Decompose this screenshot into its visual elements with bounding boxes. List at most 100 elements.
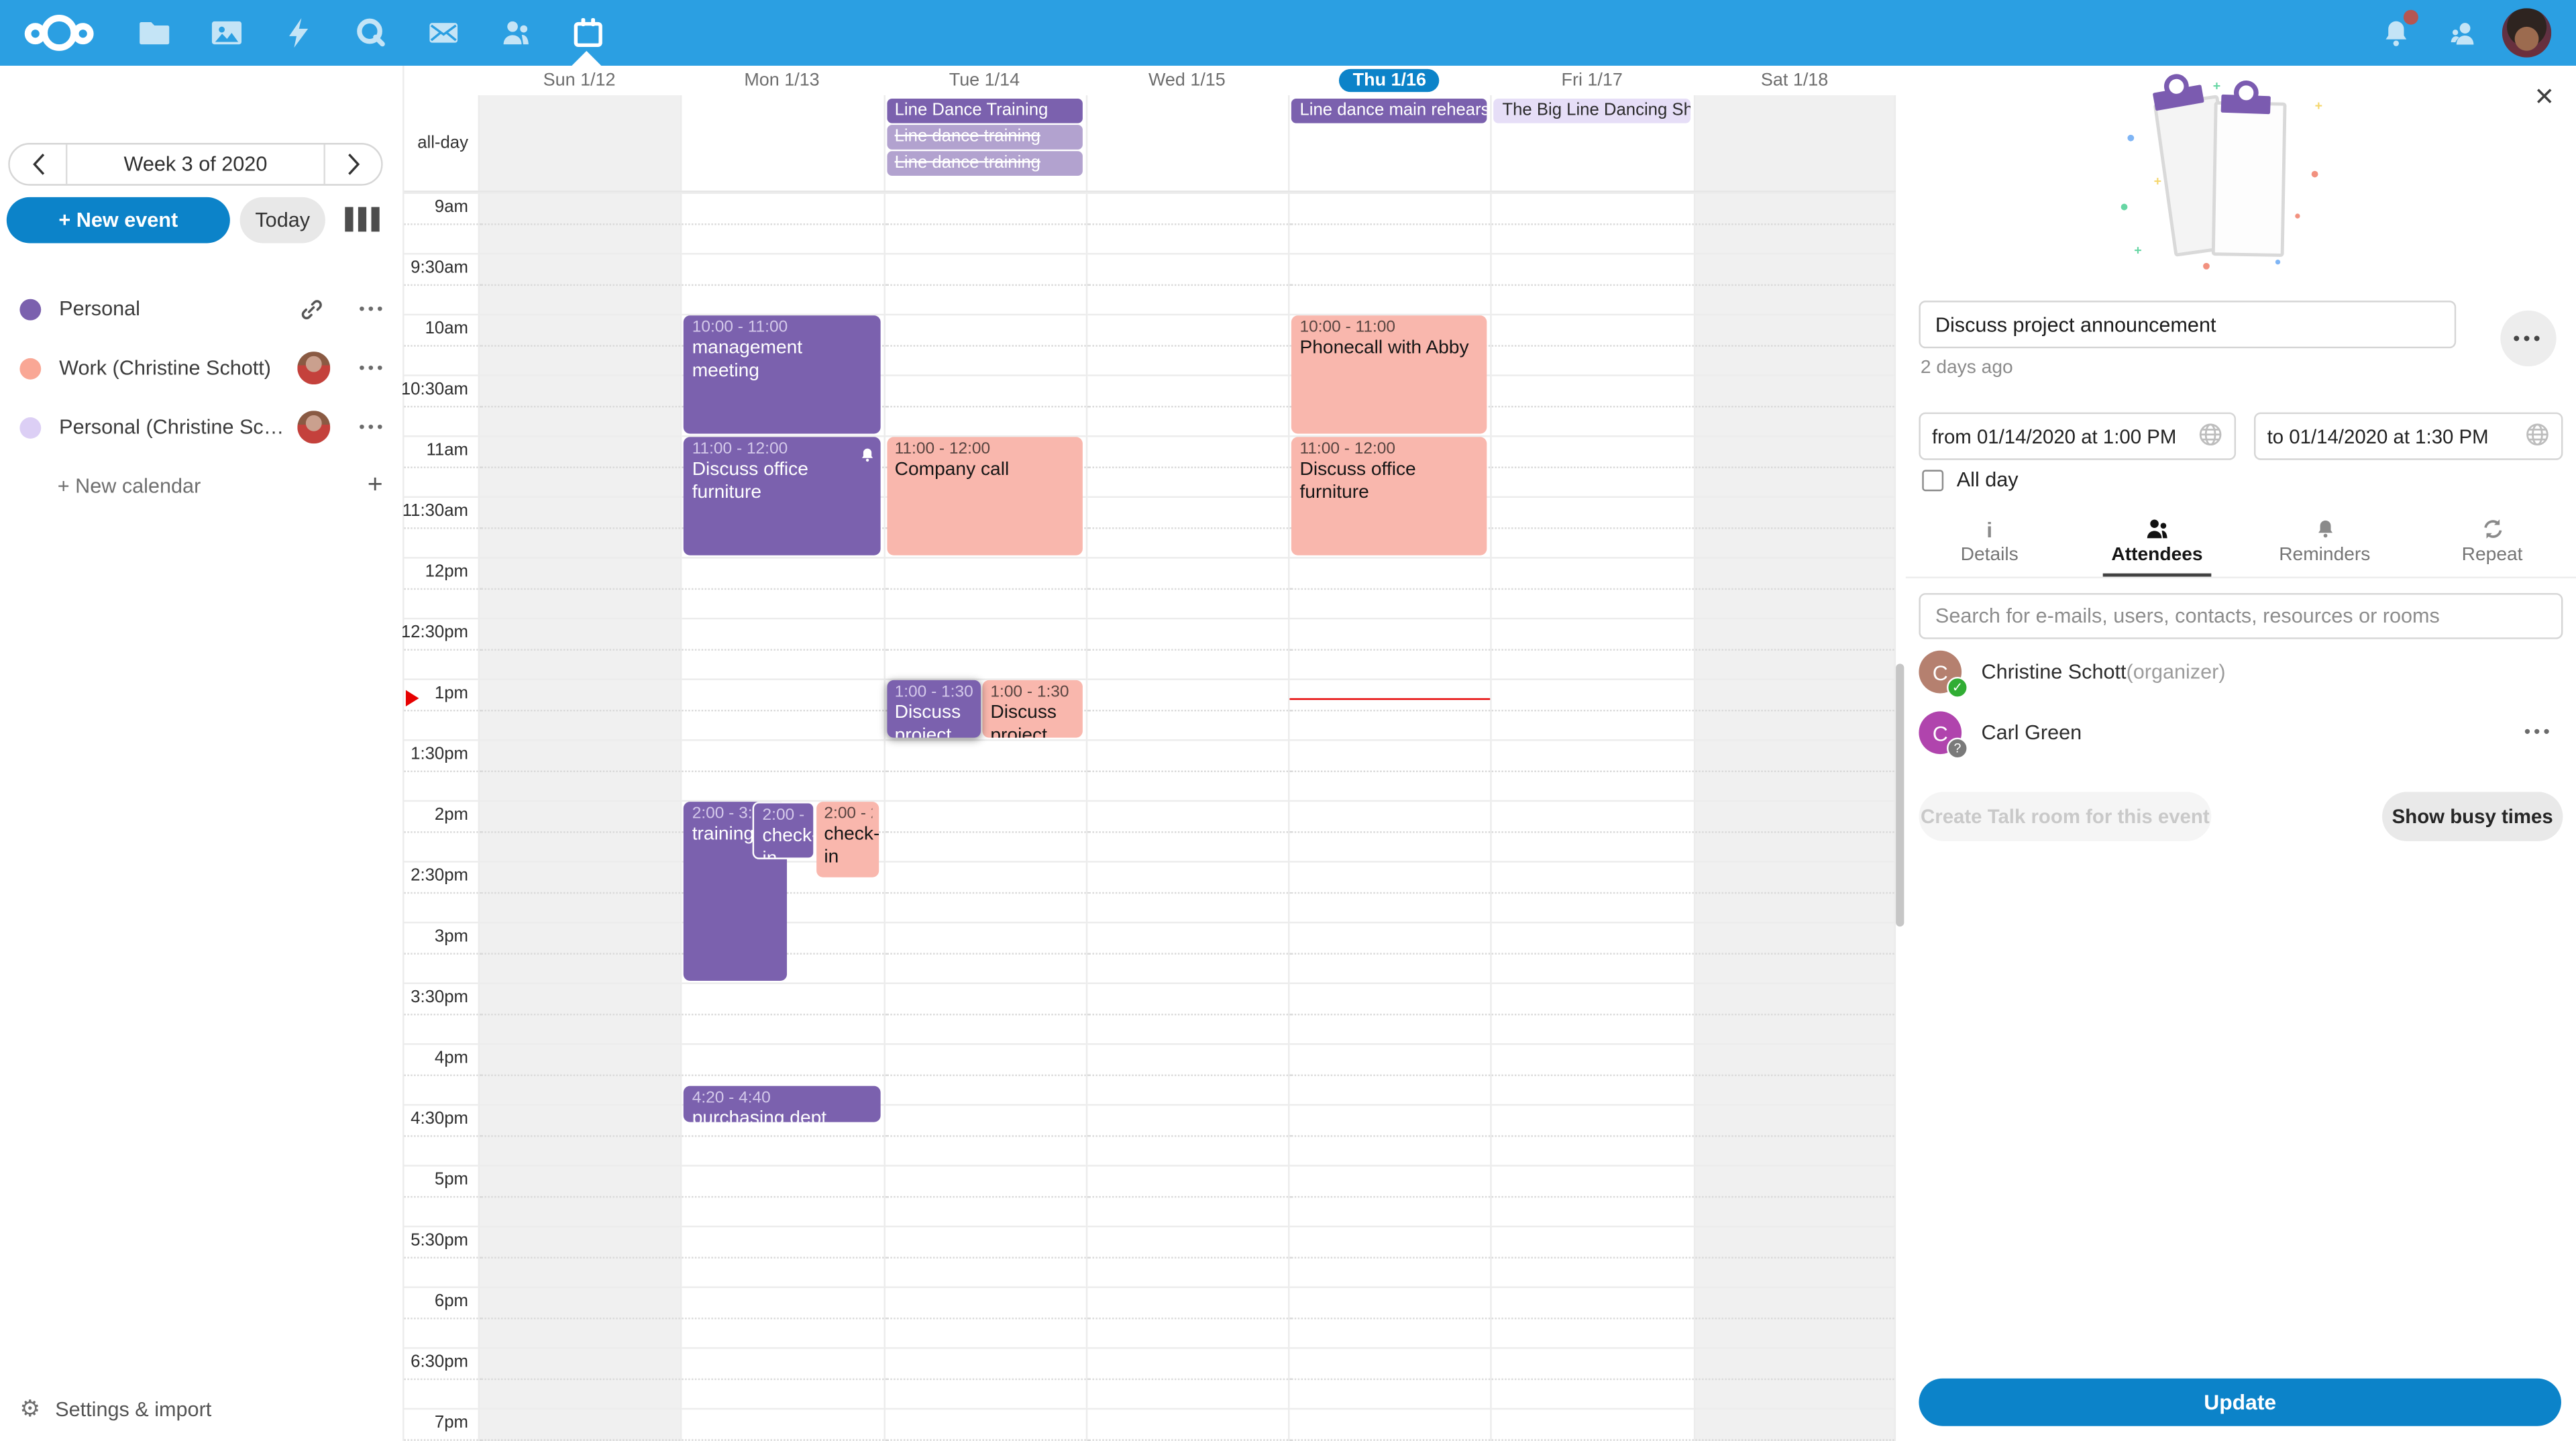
day-column[interactable]: 11:00 - 12:00 Company call 1:00 - 1:30 Disc… bbox=[883, 192, 1087, 1441]
event-chip[interactable]: 11:00 - 12:00 Company call bbox=[886, 437, 1083, 555]
today-button[interactable]: Today bbox=[239, 197, 325, 244]
create-talk-room-button[interactable]: Create Talk room for this event bbox=[1919, 792, 2212, 841]
allday-event-chip[interactable]: The Big Line Dancing Show bbox=[1494, 98, 1690, 123]
time-label: 3pm bbox=[434, 926, 468, 947]
next-week-button[interactable] bbox=[325, 145, 381, 184]
prev-week-button[interactable] bbox=[10, 145, 66, 184]
calendar-list-item-work-christine[interactable]: Work (Christine Schott) ••• bbox=[0, 345, 402, 391]
event-chip[interactable]: 11:00 - 12:00 Discuss office furniture bbox=[1291, 437, 1488, 555]
divider bbox=[65, 144, 68, 184]
allday-cell[interactable]: The Big Line Dancing Show bbox=[1491, 95, 1693, 191]
nextcloud-logo[interactable] bbox=[19, 13, 99, 53]
show-busy-times-button[interactable]: Show busy times bbox=[2382, 792, 2563, 841]
event-chip[interactable]: 10:00 - 11:00 Phonecall with Abby bbox=[1291, 315, 1488, 434]
settings-import-button[interactable]: ⚙ Settings & import bbox=[19, 1395, 211, 1423]
time-label: 7pm bbox=[434, 1413, 468, 1433]
event-chip[interactable]: 4:20 - 4:40 purchasing dept bbox=[684, 1085, 880, 1123]
event-title-input[interactable] bbox=[1919, 301, 2457, 349]
contacts-icon[interactable] bbox=[496, 15, 536, 51]
plus-icon[interactable]: + bbox=[367, 471, 383, 500]
allday-event-chip[interactable]: Line dance training bbox=[886, 151, 1083, 176]
time-label: 11:30am bbox=[402, 500, 468, 521]
time-label: 11am bbox=[426, 440, 468, 460]
people-icon bbox=[2144, 517, 2170, 540]
notifications-bell-icon[interactable] bbox=[2375, 9, 2418, 51]
start-datetime-value: from 01/14/2020 at 1:00 PM bbox=[1932, 425, 2177, 448]
time-gutter: 9am 9:30am 10am 10:30am 11am 11:30am 12pm 12:30… bbox=[400, 192, 478, 1441]
calendar-menu-icon[interactable]: ••• bbox=[359, 418, 386, 437]
event-chip[interactable]: 2:00 - 2:30check-in bbox=[816, 802, 878, 877]
share-link-icon[interactable] bbox=[299, 297, 324, 321]
allday-event-chip[interactable]: Line dance main rehearsal bbox=[1291, 98, 1488, 123]
timezone-globe-icon[interactable] bbox=[2525, 421, 2550, 451]
calendar-color-dot bbox=[19, 416, 42, 438]
attendee-menu-icon[interactable]: ••• bbox=[2524, 723, 2553, 743]
shared-calendar-avatar bbox=[297, 352, 331, 385]
allday-cell[interactable] bbox=[680, 95, 883, 191]
event-chip[interactable]: 1:00 - 1:30 Discuss project bbox=[982, 680, 1083, 738]
all-day-toggle[interactable]: All day bbox=[1922, 468, 2019, 491]
event-title: check-in bbox=[824, 824, 878, 868]
day-column[interactable]: 10:00 - 11:00 management meeting 11:00 - 1… bbox=[680, 192, 884, 1441]
allday-event-chip[interactable]: Line dance training bbox=[886, 125, 1083, 150]
new-event-button[interactable]: + New event bbox=[6, 197, 230, 244]
time-label: 12:30pm bbox=[400, 623, 468, 643]
week-label[interactable]: Week 3 of 2020 bbox=[123, 152, 268, 176]
attendee-row-carl-green[interactable]: C ? Carl Green ••• bbox=[1919, 708, 2563, 759]
allday-cell[interactable] bbox=[1693, 95, 1896, 191]
talk-icon[interactable] bbox=[352, 15, 391, 51]
end-datetime-value: to 01/14/2020 at 1:30 PM bbox=[2267, 425, 2489, 448]
vertical-scrollbar[interactable] bbox=[1896, 663, 1904, 927]
allday-cell[interactable]: Line Dance Training Line dance training Li… bbox=[883, 95, 1085, 191]
time-grid: 9am 9:30am 10am 10:30am 11am 11:30am 12pm 12:30… bbox=[400, 192, 1896, 1441]
event-chip[interactable]: 10:00 - 11:00 management meeting bbox=[684, 315, 880, 434]
event-time: 1:00 - 1:30 bbox=[990, 683, 1069, 702]
tab-repeat[interactable]: Repeat bbox=[2408, 506, 2576, 576]
allday-cell[interactable] bbox=[478, 95, 681, 191]
calendar-menu-icon[interactable]: ••• bbox=[359, 359, 386, 378]
tab-details[interactable]: i Details bbox=[1906, 506, 2074, 576]
end-datetime-field[interactable]: to 01/14/2020 at 1:30 PM bbox=[2254, 412, 2563, 460]
day-header-thu: Thu 1/16 bbox=[1288, 66, 1491, 95]
topbar bbox=[0, 0, 2576, 66]
day-header-row: Sun 1/12 Mon 1/13 Tue 1/14 Wed 1/15 Thu 1/16… bbox=[404, 66, 1896, 95]
allday-cell[interactable]: Line dance main rehearsal bbox=[1288, 95, 1491, 191]
day-column[interactable] bbox=[1491, 192, 1694, 1441]
contacts-menu-icon[interactable] bbox=[2443, 15, 2483, 51]
allday-event-chip[interactable]: Line Dance Training bbox=[886, 98, 1083, 123]
day-column[interactable] bbox=[1693, 192, 1896, 1441]
tab-attendees[interactable]: Attendees bbox=[2074, 506, 2241, 577]
activity-icon[interactable] bbox=[279, 15, 319, 51]
day-column[interactable]: 10:00 - 11:00 Phonecall with Abby 11:00 - … bbox=[1288, 192, 1491, 1441]
event-chip[interactable]: 2:00 - 2:30check-in bbox=[752, 802, 815, 859]
update-button[interactable]: Update bbox=[1919, 1378, 2561, 1426]
user-avatar[interactable] bbox=[2502, 8, 2552, 58]
tab-reminders[interactable]: Reminders bbox=[2241, 506, 2408, 576]
close-icon[interactable]: ✕ bbox=[2534, 83, 2555, 112]
time-label: 4:30pm bbox=[411, 1109, 468, 1129]
accepted-badge-icon: ✓ bbox=[1947, 676, 1968, 698]
photos-icon[interactable] bbox=[207, 15, 247, 51]
new-calendar-button[interactable]: + New calendar + bbox=[0, 467, 402, 506]
view-toggle-icon[interactable] bbox=[345, 207, 380, 232]
event-illustration: + + + + bbox=[2118, 79, 2364, 270]
tab-label: Reminders bbox=[2279, 545, 2371, 566]
attendee-search-input[interactable] bbox=[1919, 593, 2563, 639]
event-time: 11:00 - 12:00 bbox=[894, 440, 991, 459]
attendee-row-organizer[interactable]: C ✓ Christine Schott (organizer) bbox=[1919, 647, 2563, 698]
files-icon[interactable] bbox=[135, 15, 174, 51]
start-datetime-field[interactable]: from 01/14/2020 at 1:00 PM bbox=[1919, 412, 2237, 460]
day-column[interactable] bbox=[1085, 192, 1289, 1441]
calendar-list-item-personal-christine[interactable]: Personal (Christine Schott) ••• bbox=[0, 404, 402, 450]
mail-icon[interactable] bbox=[424, 15, 464, 51]
event-chip[interactable]: 11:00 - 12:00 Discuss office furniture bbox=[684, 437, 880, 555]
allday-cell[interactable] bbox=[1085, 95, 1288, 191]
day-column[interactable] bbox=[478, 192, 682, 1441]
all-day-checkbox[interactable] bbox=[1922, 469, 1944, 491]
event-menu-button[interactable]: ••• bbox=[2500, 310, 2557, 367]
calendar-icon[interactable] bbox=[568, 15, 608, 51]
timezone-globe-icon[interactable] bbox=[2198, 421, 2223, 451]
calendar-list-item-personal[interactable]: Personal ••• bbox=[0, 286, 402, 332]
calendar-menu-icon[interactable]: ••• bbox=[359, 299, 386, 318]
